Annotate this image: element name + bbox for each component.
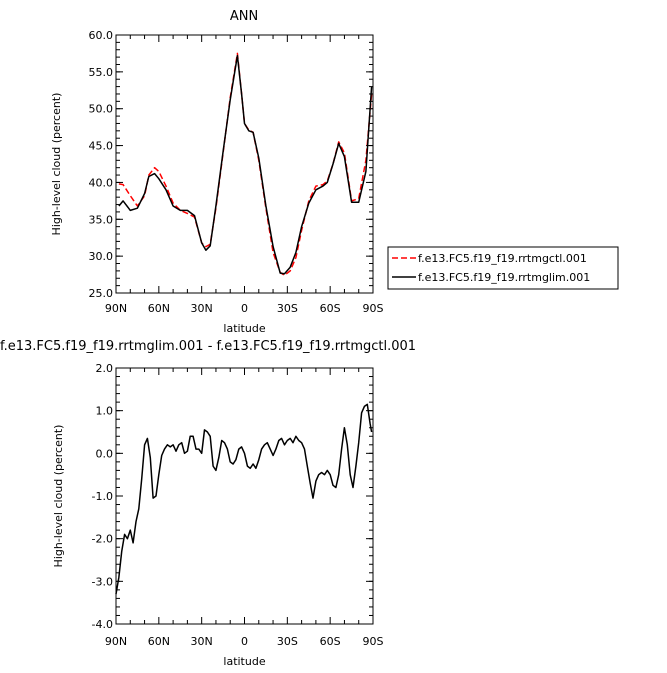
x-axis-title: latitude bbox=[223, 655, 265, 668]
chart-title: ANN bbox=[230, 9, 258, 24]
y-tick-label: 25.0 bbox=[89, 287, 114, 300]
y-tick-label: 60.0 bbox=[89, 29, 114, 42]
x-tick-label: 90S bbox=[363, 302, 384, 315]
x-tick-label: 30S bbox=[277, 635, 298, 648]
chart-title: f.e13.FC5.f19_f19.rrtmglim.001 - f.e13.F… bbox=[0, 339, 416, 354]
y-axis-title: High-level cloud (percent) bbox=[52, 425, 65, 568]
x-tick-label: 60S bbox=[320, 635, 341, 648]
y-tick-label: -4.0 bbox=[92, 618, 113, 631]
series-line-1 bbox=[118, 52, 373, 277]
y-tick-label: -3.0 bbox=[92, 575, 113, 588]
x-tick-label: 90N bbox=[105, 635, 127, 648]
y-axis-title: High-level cloud (percent) bbox=[50, 93, 63, 236]
x-tick-label: 30S bbox=[277, 302, 298, 315]
y-tick-label: 50.0 bbox=[89, 103, 114, 116]
y-tick-label: 0.0 bbox=[96, 447, 114, 460]
y-tick-label: -1.0 bbox=[92, 490, 113, 503]
y-tick-label: 45.0 bbox=[89, 140, 114, 153]
x-tick-label: 90S bbox=[363, 635, 384, 648]
y-tick-label: -2.0 bbox=[92, 533, 113, 546]
x-tick-label: 60S bbox=[320, 302, 341, 315]
legend-label-1: f.e13.FC5.f19_f19.rrtmgctl.001 bbox=[418, 252, 587, 265]
y-tick-label: 55.0 bbox=[89, 66, 114, 79]
series-line-2 bbox=[118, 54, 373, 275]
series-line-1 bbox=[115, 403, 373, 595]
x-tick-label: 60N bbox=[148, 302, 170, 315]
y-tick-label: 2.0 bbox=[96, 362, 114, 375]
y-tick-label: 40.0 bbox=[89, 176, 114, 189]
plot-frame bbox=[115, 34, 374, 294]
legend-label-2: f.e13.FC5.f19_f19.rrtmglim.001 bbox=[418, 271, 590, 284]
x-tick-label: 90N bbox=[105, 302, 127, 315]
x-tick-label: 0 bbox=[241, 302, 248, 315]
legend-box bbox=[387, 246, 619, 290]
y-tick-label: 30.0 bbox=[89, 250, 114, 263]
x-tick-label: 0 bbox=[241, 635, 248, 648]
x-tick-label: 30N bbox=[191, 635, 213, 648]
x-axis-title: latitude bbox=[223, 322, 265, 335]
y-tick-label: 35.0 bbox=[89, 213, 114, 226]
plot-frame bbox=[115, 367, 374, 625]
x-tick-label: 30N bbox=[191, 302, 213, 315]
y-tick-label: 1.0 bbox=[96, 405, 114, 418]
x-tick-label: 60N bbox=[148, 635, 170, 648]
